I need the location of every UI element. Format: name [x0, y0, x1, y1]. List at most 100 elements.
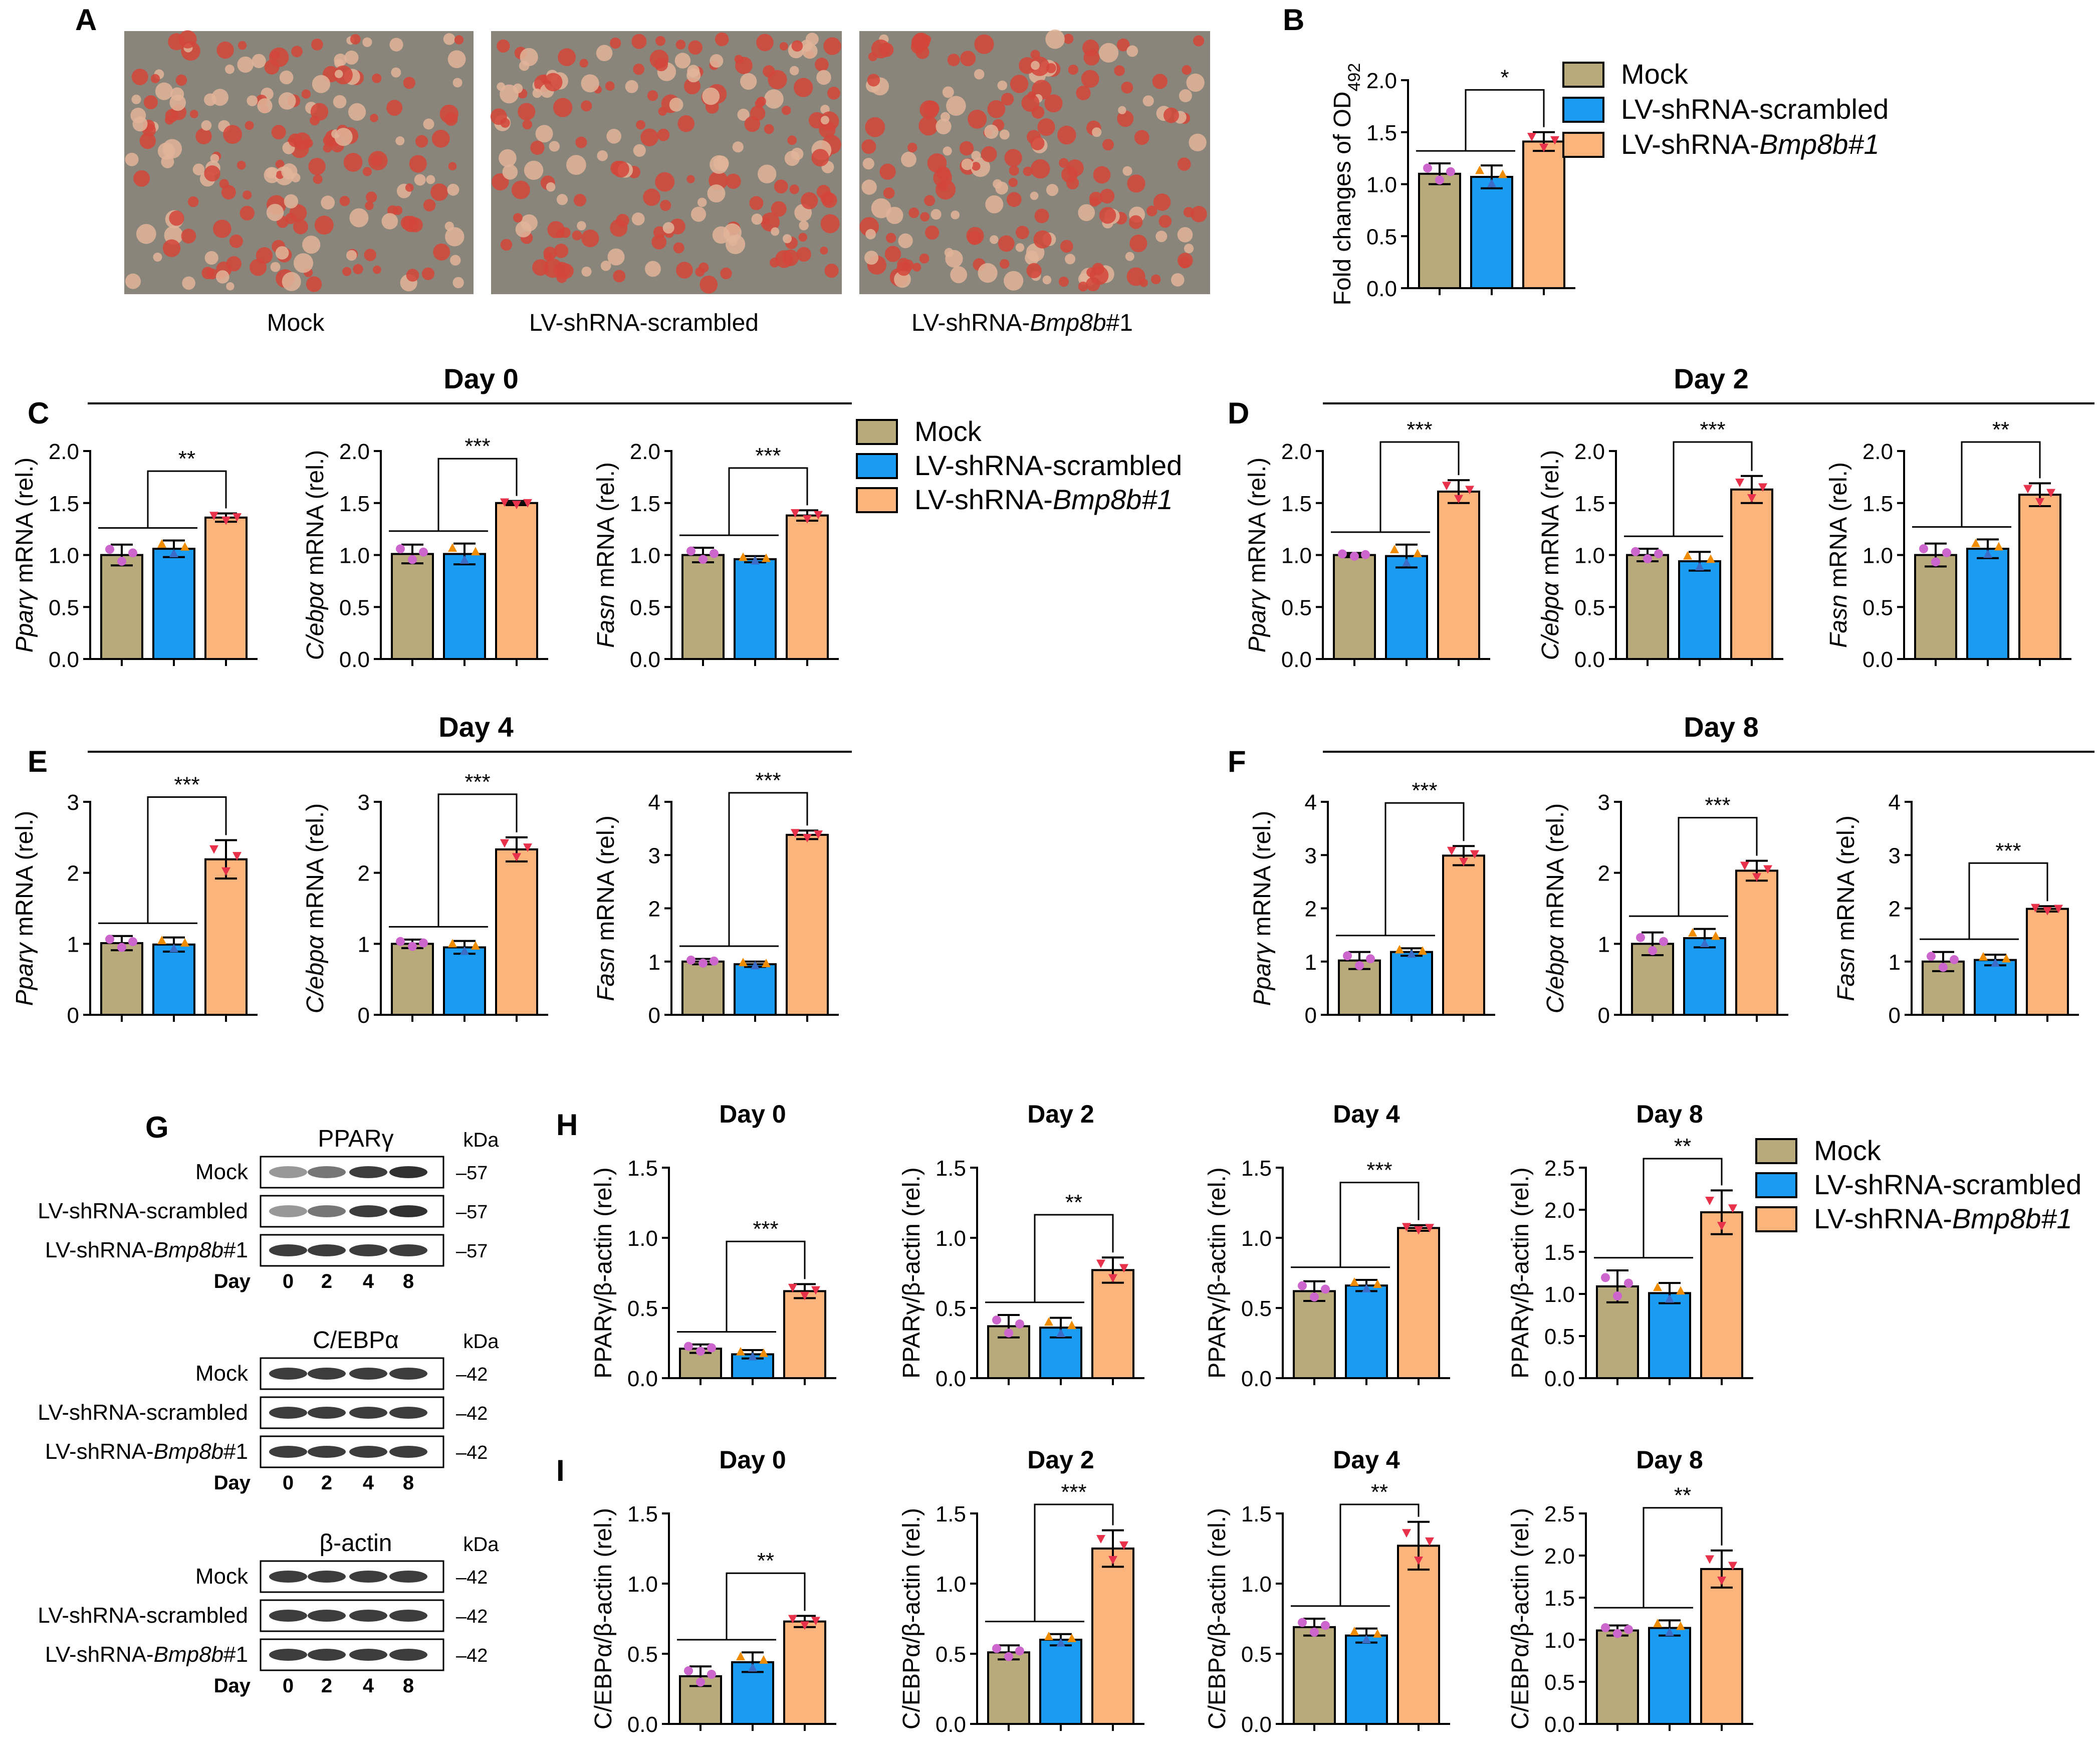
stained-cell [1152, 74, 1168, 89]
stained-cell [581, 100, 592, 112]
bar[interactable] [1293, 1626, 1336, 1725]
bar[interactable] [1683, 937, 1726, 1016]
bar[interactable] [152, 548, 195, 661]
bar[interactable] [1966, 548, 2009, 661]
data-point [1321, 1621, 1330, 1630]
stained-cell [820, 116, 829, 125]
blot-protein: β-actin [320, 1530, 392, 1557]
group-title-d: Day 2 [1674, 363, 1748, 394]
bar[interactable] [2018, 494, 2061, 661]
bar[interactable] [734, 558, 777, 661]
stained-cell [544, 73, 563, 92]
bar[interactable] [1091, 1548, 1134, 1725]
stained-cell [1142, 95, 1154, 107]
bar[interactable] [2026, 908, 2069, 1016]
micrograph-mock[interactable] [124, 30, 474, 294]
label-suffix: mRNA (rel.) [1833, 815, 1859, 948]
stained-cell [204, 93, 216, 106]
data-point [811, 1286, 820, 1295]
bar[interactable] [1700, 1568, 1743, 1725]
data-point [684, 1342, 693, 1351]
bar[interactable] [734, 963, 777, 1016]
bar[interactable] [1397, 1227, 1440, 1379]
bar[interactable] [100, 554, 143, 660]
data-point [1366, 954, 1375, 964]
bar[interactable] [1293, 1290, 1336, 1379]
bar[interactable] [1974, 959, 2017, 1016]
bar[interactable] [1596, 1629, 1639, 1725]
bar[interactable] [1470, 175, 1513, 289]
micrograph-scrambled[interactable] [490, 31, 842, 294]
bar[interactable] [786, 833, 829, 1016]
bar[interactable] [1385, 555, 1428, 660]
bar[interactable] [495, 848, 538, 1016]
bar[interactable] [204, 516, 248, 661]
bar[interactable] [786, 514, 829, 661]
stained-cell [573, 193, 586, 206]
bar[interactable] [1039, 1639, 1082, 1725]
bar[interactable] [1626, 554, 1669, 660]
stained-cell [1023, 166, 1033, 176]
stained-cell [226, 282, 235, 291]
bar[interactable] [783, 1620, 826, 1725]
bar[interactable] [1345, 1634, 1388, 1725]
bar[interactable] [1345, 1284, 1388, 1379]
sig-bracket [1034, 1503, 1114, 1622]
significance-stars: * [1500, 65, 1509, 90]
y-tick-label: 2 [1889, 897, 1901, 922]
data-point [408, 555, 417, 564]
blot-band [349, 1571, 387, 1583]
legend-swatch [1562, 132, 1604, 158]
bar[interactable] [443, 946, 486, 1016]
bar[interactable] [1390, 951, 1433, 1016]
bar[interactable] [681, 960, 725, 1016]
bar[interactable] [1648, 1292, 1691, 1380]
bar[interactable] [204, 858, 248, 1016]
bar[interactable] [1333, 554, 1376, 660]
data-point [1624, 1625, 1633, 1634]
bar[interactable] [1700, 1211, 1743, 1380]
data-point [800, 1621, 809, 1630]
bar[interactable] [1397, 1545, 1440, 1725]
stained-cell [445, 227, 464, 247]
kda-marker: –42 [456, 1442, 488, 1463]
kda-marker: –42 [456, 1606, 488, 1627]
stained-cell [673, 242, 684, 254]
bar[interactable] [1914, 554, 1957, 660]
stained-cell [285, 212, 297, 225]
bar[interactable] [1437, 490, 1480, 660]
bar[interactable] [443, 553, 486, 661]
y-tick-label: 1.5 [1241, 1502, 1272, 1526]
bar[interactable] [495, 502, 538, 660]
micrograph-knockdown[interactable] [859, 29, 1210, 294]
bar[interactable] [100, 942, 143, 1016]
bar[interactable] [1678, 560, 1721, 660]
stained-cell [454, 35, 464, 45]
bar[interactable] [987, 1651, 1030, 1725]
stained-cell [811, 149, 829, 167]
bar[interactable] [1648, 1627, 1691, 1725]
bar[interactable] [1091, 1269, 1134, 1379]
bar[interactable] [1730, 488, 1773, 661]
stained-cell [204, 251, 218, 265]
stained-cell [201, 120, 212, 131]
bar[interactable] [391, 943, 434, 1016]
stained-cell [450, 255, 461, 266]
bar[interactable] [1442, 854, 1485, 1016]
bar[interactable] [1735, 869, 1778, 1016]
data-point [1373, 1279, 1382, 1288]
stained-cell [511, 180, 530, 199]
kda-marker: –42 [456, 1567, 488, 1588]
bar[interactable] [1522, 140, 1565, 289]
blot-row-label: LV-shRNA-Bmp8b#1 [45, 1642, 248, 1667]
bar[interactable] [1418, 172, 1461, 289]
bar[interactable] [783, 1290, 826, 1379]
y-tick-label: 1.5 [627, 1156, 658, 1181]
bar[interactable] [152, 943, 195, 1016]
bar[interactable] [681, 554, 725, 660]
panel-g-label: G [145, 1111, 169, 1144]
stained-cell [492, 173, 509, 191]
stained-cell [240, 205, 255, 221]
bar[interactable] [391, 553, 434, 661]
bar[interactable] [731, 1661, 774, 1725]
